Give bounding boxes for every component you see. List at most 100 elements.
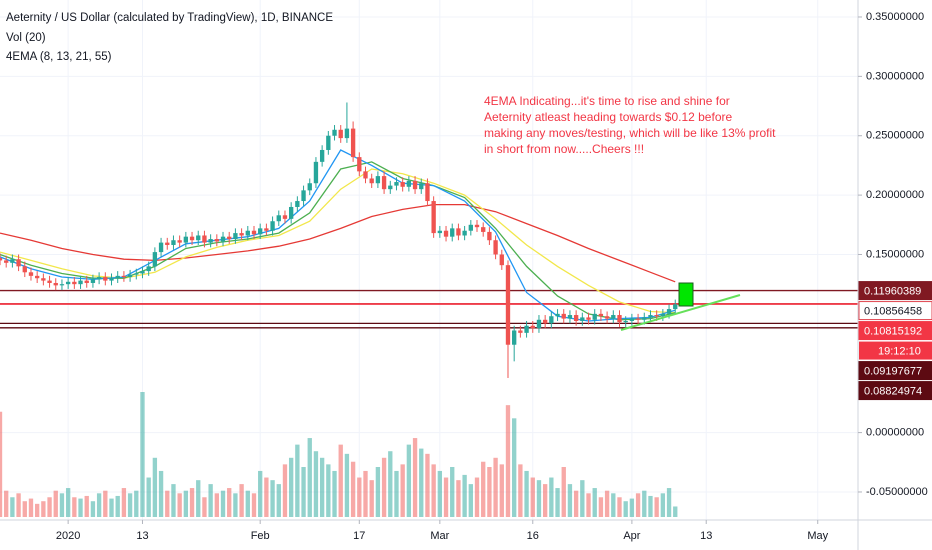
- candle-body: [239, 233, 244, 236]
- candle-body: [369, 178, 374, 184]
- candle-body: [0, 258, 3, 261]
- candle-body: [654, 315, 659, 317]
- volume-bar: [183, 490, 189, 517]
- annotation: 4EMA Indicating...it's time to rise and …: [484, 94, 776, 156]
- volume-bar: [115, 495, 120, 517]
- volume-bar: [648, 495, 653, 517]
- candle-body: [258, 228, 263, 235]
- volume-bar: [270, 480, 275, 517]
- volume-bar: [388, 451, 393, 517]
- volume-bar: [660, 493, 666, 517]
- candle-body: [208, 239, 213, 243]
- candle-body: [41, 278, 46, 281]
- candle-body: [90, 279, 96, 283]
- volume-bar: [158, 470, 164, 517]
- candle-body: [109, 278, 114, 281]
- volume-bar: [338, 444, 343, 517]
- volume-bar: [542, 484, 548, 517]
- volume-bar: [16, 493, 21, 517]
- volume-bar: [202, 497, 207, 517]
- ema-line: [0, 149, 676, 322]
- price-tags: 0.11960389 0.10856458 0.10815192 19:12:10 0.…: [858, 281, 932, 401]
- volume-bar: [555, 488, 560, 517]
- volume-bar: [456, 480, 461, 517]
- volume-bar: [127, 493, 133, 517]
- volume-bar: [233, 493, 238, 517]
- candle-body: [419, 183, 424, 190]
- volume-bar: [152, 457, 158, 517]
- volume-bar: [4, 490, 9, 517]
- candle-body: [220, 236, 226, 242]
- volume-bar: [505, 405, 511, 517]
- candle-body: [412, 180, 418, 190]
- volume-bar: [96, 493, 102, 517]
- y-tick-label: 0.25000000: [866, 130, 924, 142]
- candle-body: [177, 240, 182, 243]
- volume-bar: [282, 464, 288, 517]
- candle-body: [357, 157, 362, 172]
- candle-body: [16, 259, 21, 267]
- y-tick-label: 0.30000000: [866, 70, 924, 82]
- candle-body: [555, 313, 560, 317]
- volume-bar: [598, 497, 604, 517]
- volume-bar: [499, 464, 504, 517]
- volume-bar: [208, 484, 213, 517]
- candle-body: [673, 304, 678, 310]
- volume-bar: [419, 448, 424, 517]
- volume-bar: [78, 498, 83, 517]
- volume-bar: [65, 488, 71, 517]
- volume-bar: [629, 498, 635, 517]
- candle-body: [561, 313, 566, 319]
- volume-bar: [251, 493, 257, 517]
- candle-body: [251, 230, 257, 235]
- ema-line: [0, 161, 676, 321]
- candle-body: [4, 260, 9, 263]
- volume-bar: [258, 470, 263, 517]
- volume-bar: [121, 488, 127, 517]
- candle-body: [524, 325, 529, 333]
- candle-body: [573, 315, 579, 321]
- candle-body: [183, 236, 189, 243]
- volume-bar: [406, 444, 412, 517]
- candle-body: [598, 313, 604, 317]
- candles: [0, 102, 678, 378]
- price-tag-label: 0.11960389: [864, 285, 921, 297]
- candle-body: [326, 135, 331, 150]
- candle-body: [381, 176, 387, 190]
- candle-body: [580, 317, 585, 321]
- candle-body: [635, 318, 641, 320]
- candle-body: [270, 221, 275, 231]
- candle-body: [617, 315, 622, 323]
- x-tick-label: May: [807, 530, 828, 542]
- volume-bar: [400, 464, 405, 517]
- volume-bar: [84, 495, 89, 517]
- volume-bar: [72, 497, 77, 517]
- candle-body: [196, 235, 201, 241]
- annotation-line: 4EMA Indicating...it's time to rise and …: [484, 94, 730, 108]
- candle-body: [443, 230, 449, 237]
- candle-body: [530, 325, 535, 329]
- volume-bar: [481, 461, 486, 517]
- volume-bar: [549, 477, 554, 517]
- volume-bar: [326, 464, 331, 517]
- candle-body: [165, 242, 170, 245]
- candle-body: [487, 231, 492, 241]
- x-tick-label: Apr: [623, 530, 640, 542]
- candle-body: [629, 318, 635, 321]
- candle-body: [611, 315, 616, 319]
- volume-bar: [332, 470, 337, 517]
- candle-body: [468, 224, 473, 231]
- candle-body: [512, 330, 517, 345]
- candle-body: [53, 282, 58, 286]
- volume-bar: [35, 503, 40, 517]
- volume-bar: [580, 480, 585, 517]
- volume-bar: [487, 467, 492, 517]
- candle-body: [332, 129, 337, 136]
- candle-body: [134, 273, 139, 275]
- candle-body: [301, 190, 306, 202]
- candle-body: [313, 161, 319, 184]
- candle-body: [103, 277, 108, 281]
- chart-title: Aeternity / US Dollar (calculated by Tra…: [6, 12, 333, 24]
- candle-body: [505, 265, 511, 345]
- volume-bar: [227, 488, 232, 517]
